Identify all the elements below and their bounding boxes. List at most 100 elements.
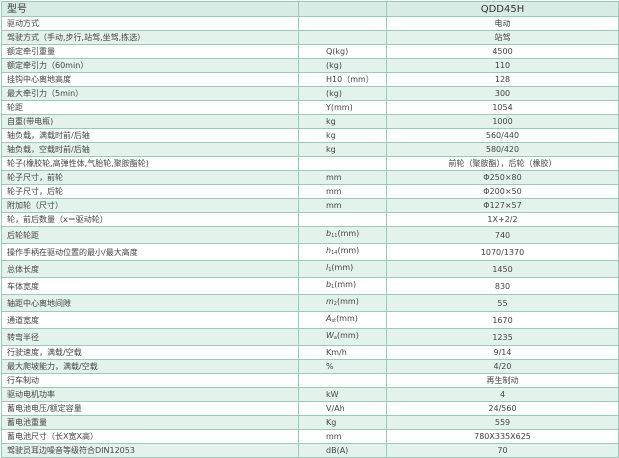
spec-unit: (kg): [298, 58, 387, 73]
spec-unit: dB(A): [298, 443, 387, 458]
spec-unit: (kg): [298, 86, 387, 101]
table-row: 轮子尺寸，后轮 mm Φ200×50: [1, 184, 619, 199]
table-row: 驾驶方式（手动,步行,站驾,坐驾,拣选） 站驾: [1, 30, 619, 45]
spec-label: 轮子尺寸，前轮: [1, 170, 299, 185]
unit-text: Km/h: [326, 348, 347, 357]
table-row: 总体长度 l1(mm) 1450: [1, 260, 619, 278]
unit-symbol: A: [326, 314, 332, 323]
spec-label: 后轮轮距: [1, 226, 299, 244]
spec-value: 70: [386, 443, 619, 458]
spec-value: 830: [386, 277, 619, 295]
spec-unit: mm: [298, 429, 387, 444]
unit-text: mm: [326, 432, 342, 441]
table-row: 驾驶员耳边噪音等级符合DIN12053 dB(A) 70: [1, 443, 619, 458]
unit-subscript: 1: [328, 267, 332, 273]
table-row: 轮，前后数量（x＝驱动轮） 1X+2/2: [1, 212, 619, 227]
spec-value: 站驾: [386, 30, 619, 45]
spec-label: 轮子尺寸，后轮: [1, 184, 299, 199]
table-row: 蓄电池重量 Kg 559: [1, 415, 619, 430]
spec-value: 1X+2/2: [386, 212, 619, 227]
spec-value: 580/420: [386, 142, 619, 157]
table-row: 轴距中心离地间隙 m2(mm) 55: [1, 294, 619, 312]
table-row: 蓄电池电压/额定容量 V/Ah 24/560: [1, 401, 619, 416]
unit-text: V/Ah: [326, 404, 345, 413]
spec-unit: Ast(mm): [298, 311, 387, 329]
spec-value: 1670: [386, 311, 619, 329]
spec-unit: l1(mm): [298, 260, 387, 278]
spec-unit: m2(mm): [298, 294, 387, 312]
table-header-row: 型号 QDD45H: [1, 1, 619, 17]
spec-label: 驱动方式: [1, 16, 299, 31]
unit-text: %: [326, 362, 334, 371]
spec-label: 操作手柄在驱动位置的最小/最大高度: [1, 243, 299, 261]
spec-value: 1054: [386, 100, 619, 115]
spec-value: 560/440: [386, 128, 619, 143]
spec-label: 蓄电池电压/额定容量: [1, 401, 299, 416]
header-model-value: QDD45H: [386, 1, 619, 17]
spec-label: 轴负载，空载时前/后轴: [1, 142, 299, 157]
spec-label: 驾驶员耳边噪音等级符合DIN12053: [1, 443, 299, 458]
spec-value: 780X335X625: [386, 429, 619, 444]
spec-unit: [298, 373, 387, 388]
spec-unit: h14(mm): [298, 243, 387, 261]
spec-unit: kg: [298, 142, 387, 157]
spec-value: 4500: [386, 44, 619, 59]
table-row: 挂钩中心离地高度 H10（mm） 128: [1, 72, 619, 87]
table-row: 轮距 Y(mm) 1054: [1, 100, 619, 115]
spec-unit: [298, 30, 387, 45]
spec-label: 最大爬坡能力，满载/空载: [1, 359, 299, 374]
unit-suffix: (mm): [336, 314, 358, 323]
unit-subscript: a: [333, 335, 337, 341]
spec-value: 前轮（聚胺酯），后轮（橡胶）: [386, 156, 619, 171]
table-row: 附加轮（尺寸） mm Φ127×57: [1, 198, 619, 213]
unit-suffix: (mm): [334, 280, 357, 289]
unit-symbol: h: [326, 246, 332, 255]
unit-text: Kg: [326, 418, 337, 427]
spec-unit: mm: [298, 198, 387, 213]
unit-text: mm: [326, 173, 342, 182]
unit-text: kg: [326, 117, 336, 126]
table-row: 轮子(橡胶轮,高弹性体,气胎轮,聚胺酯轮) 前轮（聚胺酯），后轮（橡胶）: [1, 156, 619, 171]
spec-label: 挂钩中心离地高度: [1, 72, 299, 87]
table-row: 转弯半径 Wa(mm) 1235: [1, 328, 619, 346]
spec-unit: Q(kg): [298, 44, 387, 59]
spec-label: 行车制动: [1, 373, 299, 388]
spec-unit: mm: [298, 184, 387, 199]
spec-unit: Kg: [298, 415, 387, 430]
unit-subscript: st: [331, 318, 337, 324]
unit-text: dB(A): [326, 446, 349, 455]
spec-label: 轮距: [1, 100, 299, 115]
spec-label: 蓄电池尺寸（长X宽X高）: [1, 429, 299, 444]
spec-value: 1235: [386, 328, 619, 346]
table-row: 额定牵引重量 Q(kg) 4500: [1, 44, 619, 59]
spec-label: 附加轮（尺寸）: [1, 198, 299, 213]
table-row: 操作手柄在驱动位置的最小/最大高度 h14(mm) 1070/1370: [1, 243, 619, 261]
unit-suffix: (mm): [336, 297, 359, 306]
spec-value: 740: [386, 226, 619, 244]
spec-unit: kg: [298, 114, 387, 129]
spec-label: 额定牵引重量: [1, 44, 299, 59]
spec-unit: Km/h: [298, 345, 387, 360]
table-row: 自重(带电瓶) kg 1000: [1, 114, 619, 129]
unit-text: mm: [326, 201, 342, 210]
spec-unit: [298, 156, 387, 171]
table-row: 行驶速度，满载/空载 Km/h 9/14: [1, 345, 619, 360]
spec-unit: H10（mm）: [298, 72, 387, 87]
spec-value: Φ250×80: [386, 170, 619, 185]
spec-value: 1070/1370: [386, 243, 619, 261]
spec-value: 55: [386, 294, 619, 312]
spec-unit: Y(mm): [298, 100, 387, 115]
spec-unit: b1(mm): [298, 277, 387, 295]
spec-value: 4/20: [386, 359, 619, 374]
unit-text: H10（mm）: [326, 75, 374, 84]
unit-text: kW: [326, 390, 339, 399]
spec-value: 1450: [386, 260, 619, 278]
spec-label: 行驶速度，满载/空载: [1, 345, 299, 360]
unit-suffix: (mm): [337, 331, 359, 340]
unit-symbol: l: [326, 263, 329, 272]
spec-unit: kW: [298, 387, 387, 402]
table-row: 通道宽度 Ast(mm) 1670: [1, 311, 619, 329]
spec-value: 电动: [386, 16, 619, 31]
unit-subscript: 2: [333, 301, 337, 307]
spec-label: 驱动电机功率: [1, 387, 299, 402]
